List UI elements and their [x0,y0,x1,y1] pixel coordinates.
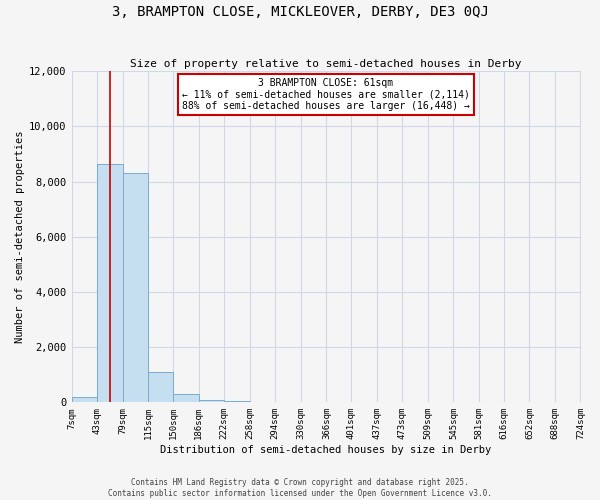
Y-axis label: Number of semi-detached properties: Number of semi-detached properties [15,130,25,343]
Bar [173,394,199,402]
Bar [224,401,250,402]
Bar [148,372,173,402]
Bar [122,174,148,402]
Bar [71,397,97,402]
Text: 3, BRAMPTON CLOSE, MICKLEOVER, DERBY, DE3 0QJ: 3, BRAMPTON CLOSE, MICKLEOVER, DERBY, DE… [112,5,488,19]
Text: Contains HM Land Registry data © Crown copyright and database right 2025.
Contai: Contains HM Land Registry data © Crown c… [108,478,492,498]
Title: Size of property relative to semi-detached houses in Derby: Size of property relative to semi-detach… [130,59,522,69]
X-axis label: Distribution of semi-detached houses by size in Derby: Distribution of semi-detached houses by … [160,445,491,455]
Bar [199,400,224,402]
Text: 3 BRAMPTON CLOSE: 61sqm
← 11% of semi-detached houses are smaller (2,114)
88% of: 3 BRAMPTON CLOSE: 61sqm ← 11% of semi-de… [182,78,470,111]
Bar [97,164,122,402]
